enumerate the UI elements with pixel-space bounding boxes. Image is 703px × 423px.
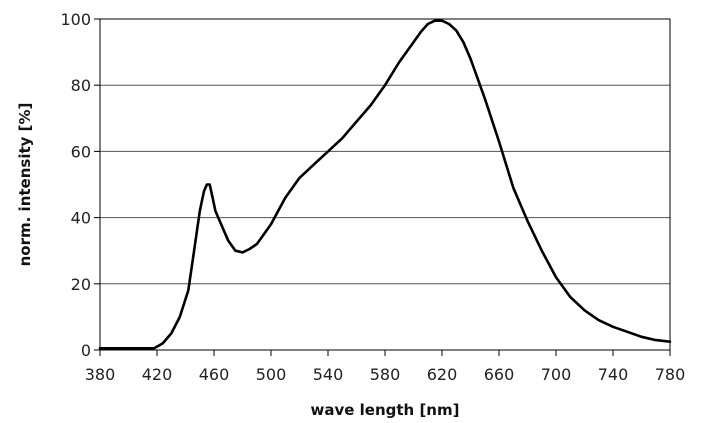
y-tick-label: 80 bbox=[71, 76, 91, 95]
y-axis-title: norm. intensity [%] bbox=[16, 103, 34, 267]
y-tick-label: 60 bbox=[71, 142, 91, 161]
y-tick-label: 40 bbox=[71, 209, 91, 228]
series-line-0 bbox=[98, 19, 672, 350]
x-tick-label: 580 bbox=[370, 365, 401, 384]
x-tick-label: 780 bbox=[655, 365, 686, 384]
x-tick-label: 700 bbox=[541, 365, 572, 384]
x-tick-label: 540 bbox=[313, 365, 344, 384]
y-tick-label: 0 bbox=[81, 341, 91, 360]
series-layer bbox=[98, 19, 672, 350]
tick-labels: 0 20 40 60 80 100 380 420 460 500 540 580 620 660 700 7… bbox=[60, 10, 685, 384]
x-tick-label: 380 bbox=[85, 365, 116, 384]
x-tick-label: 500 bbox=[256, 365, 287, 384]
y-tick-label: 100 bbox=[60, 10, 91, 29]
x-tick-label: 660 bbox=[484, 365, 515, 384]
y-tick-label: 20 bbox=[71, 275, 91, 294]
x-tick-label: 620 bbox=[427, 365, 458, 384]
plot-frame bbox=[99, 18, 671, 351]
axes bbox=[94, 18, 671, 356]
x-tick-label: 420 bbox=[142, 365, 173, 384]
grid-lines bbox=[100, 18, 670, 285]
x-tick-label: 460 bbox=[199, 365, 230, 384]
x-tick-label: 740 bbox=[598, 365, 629, 384]
x-axis-title: wave length [nm] bbox=[311, 401, 460, 419]
